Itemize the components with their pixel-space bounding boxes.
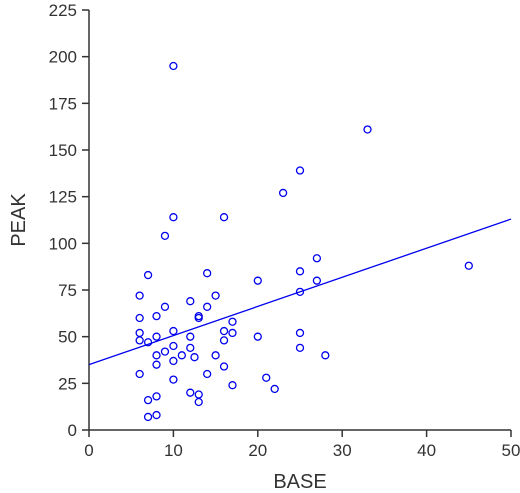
- data-point: [143, 395, 153, 405]
- data-point: [186, 388, 195, 397]
- data-point: [186, 332, 195, 341]
- tick-marks: [82, 9, 512, 437]
- data-point: [152, 332, 161, 341]
- axes: [88, 10, 511, 431]
- data-point: [135, 369, 144, 379]
- x-axis-title: BASE: [273, 471, 326, 493]
- data-point: [219, 336, 229, 345]
- y-tick-label: 0: [68, 421, 77, 440]
- data-point: [169, 61, 178, 71]
- y-tick-label: 100: [49, 234, 77, 253]
- tick-labels: 0 25 50 75 100 125 150 175 200 225 0 10 20 30 40 50: [49, 1, 520, 460]
- x-tick-label: 10: [164, 441, 183, 460]
- data-point: [160, 231, 170, 241]
- y-tick-label: 200: [49, 48, 77, 67]
- trendline-group: [88, 218, 512, 366]
- data-points: [135, 61, 473, 422]
- data-point: [253, 276, 262, 285]
- y-tick-label: 125: [49, 188, 77, 207]
- data-point: [194, 313, 203, 323]
- data-point: [228, 381, 237, 390]
- data-point: [152, 311, 161, 321]
- data-point: [211, 351, 220, 360]
- data-point: [363, 125, 372, 134]
- data-point: [464, 261, 473, 270]
- data-point: [253, 332, 262, 341]
- data-point: [278, 188, 288, 198]
- data-point: [270, 384, 279, 394]
- data-point: [295, 328, 305, 338]
- data-point: [295, 287, 305, 297]
- data-point: [169, 213, 178, 222]
- data-point: [143, 412, 153, 422]
- y-axis-title: PEAK: [8, 193, 30, 247]
- x-tick-label: 50: [502, 441, 520, 460]
- y-tick-label: 75: [58, 281, 77, 300]
- data-point: [186, 343, 195, 353]
- y-tick-label: 50: [58, 328, 77, 347]
- y-tick-label: 25: [58, 374, 77, 393]
- data-point: [152, 360, 161, 369]
- data-point: [143, 270, 153, 280]
- data-point: [190, 353, 199, 362]
- data-point: [228, 317, 237, 326]
- x-tick-label: 20: [248, 441, 267, 460]
- data-point: [219, 362, 229, 371]
- data-point: [295, 166, 305, 175]
- data-point: [152, 351, 161, 360]
- data-point: [312, 276, 322, 285]
- data-point: [219, 326, 229, 336]
- data-point: [295, 343, 305, 353]
- data-point: [135, 291, 144, 300]
- data-point: [194, 390, 203, 399]
- data-point: [177, 351, 186, 360]
- y-tick-label: 175: [49, 94, 77, 113]
- data-point: [169, 356, 178, 366]
- data-point: [186, 297, 195, 306]
- data-point: [169, 375, 178, 384]
- data-point: [295, 267, 305, 276]
- x-tick-label: 40: [417, 441, 436, 460]
- data-point: [321, 351, 330, 360]
- trendline: [88, 218, 512, 366]
- data-point: [194, 397, 203, 407]
- data-point: [152, 392, 161, 401]
- data-point: [219, 213, 229, 222]
- data-point: [203, 369, 212, 379]
- data-point: [160, 302, 170, 311]
- data-point: [143, 338, 153, 347]
- data-point: [152, 410, 161, 420]
- data-point: [160, 347, 170, 356]
- data-point: [169, 341, 178, 351]
- y-tick-label: 150: [49, 141, 77, 160]
- data-point: [203, 269, 212, 278]
- x-tick-label: 30: [333, 441, 352, 460]
- data-point: [203, 302, 212, 311]
- data-point: [228, 328, 237, 338]
- data-point: [211, 291, 220, 300]
- y-tick-label: 225: [49, 1, 77, 20]
- data-point: [135, 336, 144, 345]
- data-point: [169, 326, 178, 336]
- data-point: [262, 373, 271, 382]
- x-tick-label: 0: [84, 441, 93, 460]
- data-point: [312, 254, 322, 263]
- data-point: [135, 328, 144, 338]
- data-point: [135, 313, 144, 323]
